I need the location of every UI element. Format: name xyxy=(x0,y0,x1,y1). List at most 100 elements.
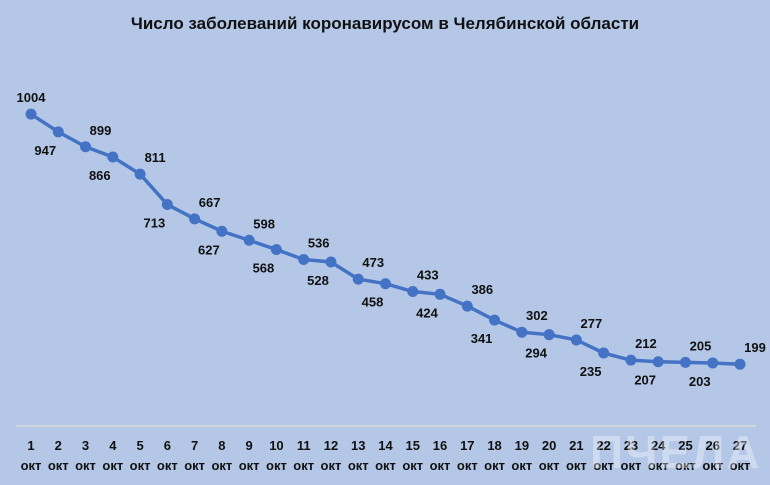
x-tick-label: 7 xyxy=(191,438,198,453)
series-line xyxy=(30,112,741,366)
x-tick-unit: окт xyxy=(375,458,396,473)
x-tick-unit: окт xyxy=(484,458,505,473)
x-tick-label: 11 xyxy=(297,438,311,453)
data-point xyxy=(598,347,610,359)
x-tick-label: 27 xyxy=(733,438,747,453)
data-point xyxy=(516,326,528,338)
data-point xyxy=(625,354,637,366)
x-tick-label: 1 xyxy=(27,438,34,453)
data-label: 627 xyxy=(198,242,220,257)
data-point xyxy=(352,273,364,285)
x-tick-unit: окт xyxy=(102,458,123,473)
x-tick-label: 22 xyxy=(596,438,610,453)
data-label: 528 xyxy=(307,273,329,288)
watermark-logo: ПЧЕЛА xyxy=(590,426,762,478)
data-point xyxy=(543,329,555,341)
x-tick-unit: окт xyxy=(593,458,614,473)
x-tick-label: 25 xyxy=(678,438,692,453)
data-label: 866 xyxy=(89,168,111,183)
x-tick-label: 20 xyxy=(542,438,556,453)
data-label: 212 xyxy=(635,336,657,351)
data-point xyxy=(298,254,310,266)
x-tick-unit: окт xyxy=(293,458,314,473)
data-point xyxy=(107,151,119,163)
x-tick-label: 12 xyxy=(324,438,338,453)
data-label: 424 xyxy=(416,305,438,320)
x-tick-label: 14 xyxy=(378,438,393,453)
x-tick-label: 10 xyxy=(269,438,283,453)
data-point xyxy=(270,244,282,256)
data-point xyxy=(189,213,201,225)
x-tick-unit: окт xyxy=(539,458,560,473)
x-tick-label: 6 xyxy=(164,438,171,453)
x-tick-label: 16 xyxy=(433,438,447,453)
x-tick-unit: окт xyxy=(511,458,532,473)
data-point xyxy=(380,278,391,290)
data-point xyxy=(707,357,719,369)
data-point xyxy=(652,356,664,368)
data-point xyxy=(679,356,691,368)
data-label: 458 xyxy=(362,295,384,310)
x-tick-unit: окт xyxy=(402,458,423,473)
x-tick-unit: окт xyxy=(266,458,287,473)
x-tick-unit: окт xyxy=(48,458,69,473)
data-label: 341 xyxy=(471,331,493,346)
x-tick-label: 5 xyxy=(136,438,143,453)
x-tick-unit: окт xyxy=(730,458,751,473)
chart-title: Число заболеваний коронавирусом в Челяби… xyxy=(130,14,640,33)
data-label: 203 xyxy=(689,374,711,389)
x-tick-label: 19 xyxy=(515,438,529,453)
x-tick-label: 3 xyxy=(82,438,89,453)
x-tick-unit: окт xyxy=(321,458,342,473)
data-label: 568 xyxy=(253,261,275,276)
data-point xyxy=(52,126,64,138)
x-tick-label: 9 xyxy=(246,438,253,453)
data-point xyxy=(325,256,337,268)
x-tick-label: 2 xyxy=(55,438,62,453)
data-label: 199 xyxy=(744,340,766,355)
x-tick-unit: окт xyxy=(157,458,178,473)
x-tick-unit: окт xyxy=(457,458,478,473)
data-label: 433 xyxy=(417,268,439,283)
x-tick-unit: окт xyxy=(211,458,232,473)
x-tick-unit: окт xyxy=(239,458,260,473)
data-label: 713 xyxy=(143,216,165,231)
data-label: 205 xyxy=(690,338,712,353)
x-tick-unit: окт xyxy=(648,458,669,473)
x-tick-label: 15 xyxy=(406,438,420,453)
x-tick-unit: окт xyxy=(621,458,642,473)
data-point xyxy=(216,225,228,237)
data-point xyxy=(489,314,501,326)
data-label: 536 xyxy=(308,236,330,251)
x-tick-label: 26 xyxy=(705,438,719,453)
x-tick-unit: окт xyxy=(566,458,587,473)
x-tick-label: 4 xyxy=(109,438,117,453)
data-point xyxy=(570,334,582,346)
data-label: 473 xyxy=(362,255,384,270)
data-label: 277 xyxy=(581,316,603,331)
x-tick-unit: окт xyxy=(430,458,451,473)
x-tick-unit: окт xyxy=(21,458,42,473)
x-tick-label: 18 xyxy=(487,438,501,453)
x-tick-unit: окт xyxy=(702,458,723,473)
x-tick-unit: окт xyxy=(184,458,205,473)
x-tick-unit: окт xyxy=(675,458,696,473)
x-tick-label: 23 xyxy=(624,438,638,453)
data-label: 207 xyxy=(634,373,656,388)
x-tick-label: 8 xyxy=(218,438,225,453)
data-label: 294 xyxy=(525,346,547,361)
data-point xyxy=(434,288,446,300)
data-point xyxy=(461,300,473,312)
x-tick-unit: окт xyxy=(75,458,96,473)
x-tick-unit: окт xyxy=(130,458,151,473)
data-label: 947 xyxy=(34,143,56,158)
x-tick-label: 24 xyxy=(651,438,666,453)
data-point xyxy=(243,234,255,246)
data-label: 235 xyxy=(580,364,602,379)
data-label: 302 xyxy=(526,308,548,323)
x-tick-label: 21 xyxy=(569,438,583,453)
x-tick-label: 17 xyxy=(460,438,474,453)
data-point xyxy=(25,108,37,120)
data-label: 667 xyxy=(199,195,221,210)
